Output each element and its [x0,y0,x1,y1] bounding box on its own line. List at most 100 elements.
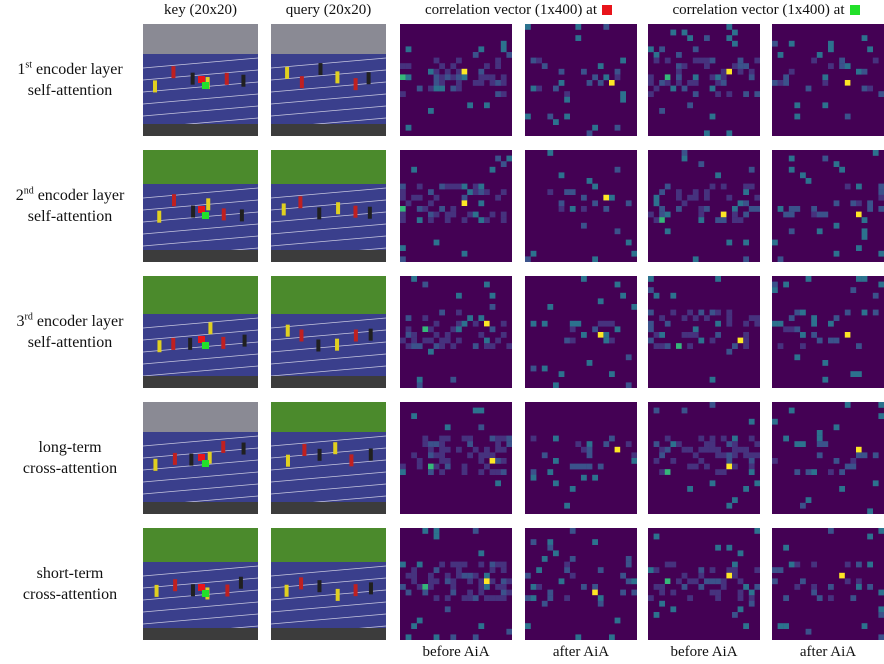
heatmap-cell [495,447,501,453]
ordinal-suffix: st [25,60,32,71]
heatmap-cell [615,326,621,332]
heatmap-cell [665,562,671,568]
athlete [369,582,373,594]
athlete [188,338,192,350]
heatmap-cell [428,338,434,344]
heatmap-cell [417,562,423,568]
heatmap-cell [828,41,834,47]
heatmap-cell [439,343,445,349]
heatmap-cell [542,321,548,327]
heatmap-cell [654,567,660,573]
heatmap-cell [738,63,744,69]
heatmap-cell [726,458,732,464]
heatmap-cell [743,584,749,590]
heatmap-cell [462,595,468,601]
heatmap-cell [743,338,749,344]
heatmap-cell [542,452,548,458]
heatmap-cell [428,200,434,206]
heatmap-cell [834,315,840,321]
heatmap-cell [878,195,884,201]
heatmap-cell [726,24,732,30]
heatmap-cell [525,595,531,601]
heatmap-cell [417,464,423,470]
heatmap-cell [693,452,699,458]
heatmap-cell [698,310,704,316]
heatmap-cell [450,584,456,590]
heatmap-peak [721,212,727,218]
heatmap-cell [800,503,806,509]
heatmap-cell [598,464,604,470]
heatmap-cell [682,332,688,338]
heatmap-cell [732,464,738,470]
heatmap-peak [598,332,604,338]
heatmap-cell [749,601,755,607]
heatmap-cell [631,458,637,464]
heatmap-cell [462,464,468,470]
background [271,24,386,54]
heatmap-cell [478,200,484,206]
key-image [143,276,258,388]
athlete [317,207,321,219]
heatmap-cell [715,590,721,596]
heatmap-cell [456,573,462,579]
heatmap-cell [467,452,473,458]
athlete [171,338,175,350]
heatmap-cell [789,167,795,173]
heatmap-cell [581,475,587,481]
athlete [285,585,289,597]
row-label-line: 3rdencoder layer [0,311,140,332]
heatmap-cell [422,282,428,288]
heatmap-cell [581,276,587,282]
heatmap-cell [501,562,507,568]
heatmap-cell [506,629,512,635]
heatmap-cell [839,167,845,173]
heatmap-cell [547,595,553,601]
heatmap-cell [564,595,570,601]
heatmap-cell [789,156,795,162]
heatmap-cell [615,282,621,288]
heatmap [400,150,512,262]
heatmap [400,528,512,640]
heatmap-cell [693,46,699,52]
heatmap-cell [654,86,660,92]
row-label-text: short-term [37,565,104,582]
heatmap-cell [687,464,693,470]
scoreboard [271,124,386,136]
heatmap-cell [749,315,755,321]
heatmap-cell [726,545,732,551]
heatmap-cell [570,321,576,327]
heatmap-cell [598,80,604,86]
heatmap-cell [536,567,542,573]
heatmap-cell [495,156,501,162]
heatmap-cell [547,539,553,545]
heatmap-cell [772,287,778,293]
heatmap-cell [570,486,576,492]
heatmap-cell [553,436,559,442]
heatmap-cell [687,332,693,338]
heatmap-cell [547,189,553,195]
heatmap-cell [659,343,665,349]
heatmap-cell [732,41,738,47]
heatmap-cell [439,458,445,464]
heatmap-cell [609,195,615,201]
heatmap-cell [620,573,626,579]
heatmap-cell [862,310,868,316]
heatmap-cell [631,578,637,584]
heatmap-cell [484,338,490,344]
heatmap-cell [676,578,682,584]
heatmap-cell [772,321,778,327]
athlete [354,584,358,596]
heatmap-cell [445,69,451,75]
heatmap [648,402,760,514]
column-header-text: correlation vector (1x400) at [425,2,597,18]
athlete [155,585,159,597]
heatmap-cell [800,343,806,349]
heatmap-cell [598,567,604,573]
heatmap-cell [570,206,576,212]
heatmap-cell [417,458,423,464]
heatmap-cell [592,256,598,262]
heatmap-cell [490,80,496,86]
query-image [271,150,386,262]
scoreboard [143,124,258,136]
heatmap-cell [450,206,456,212]
